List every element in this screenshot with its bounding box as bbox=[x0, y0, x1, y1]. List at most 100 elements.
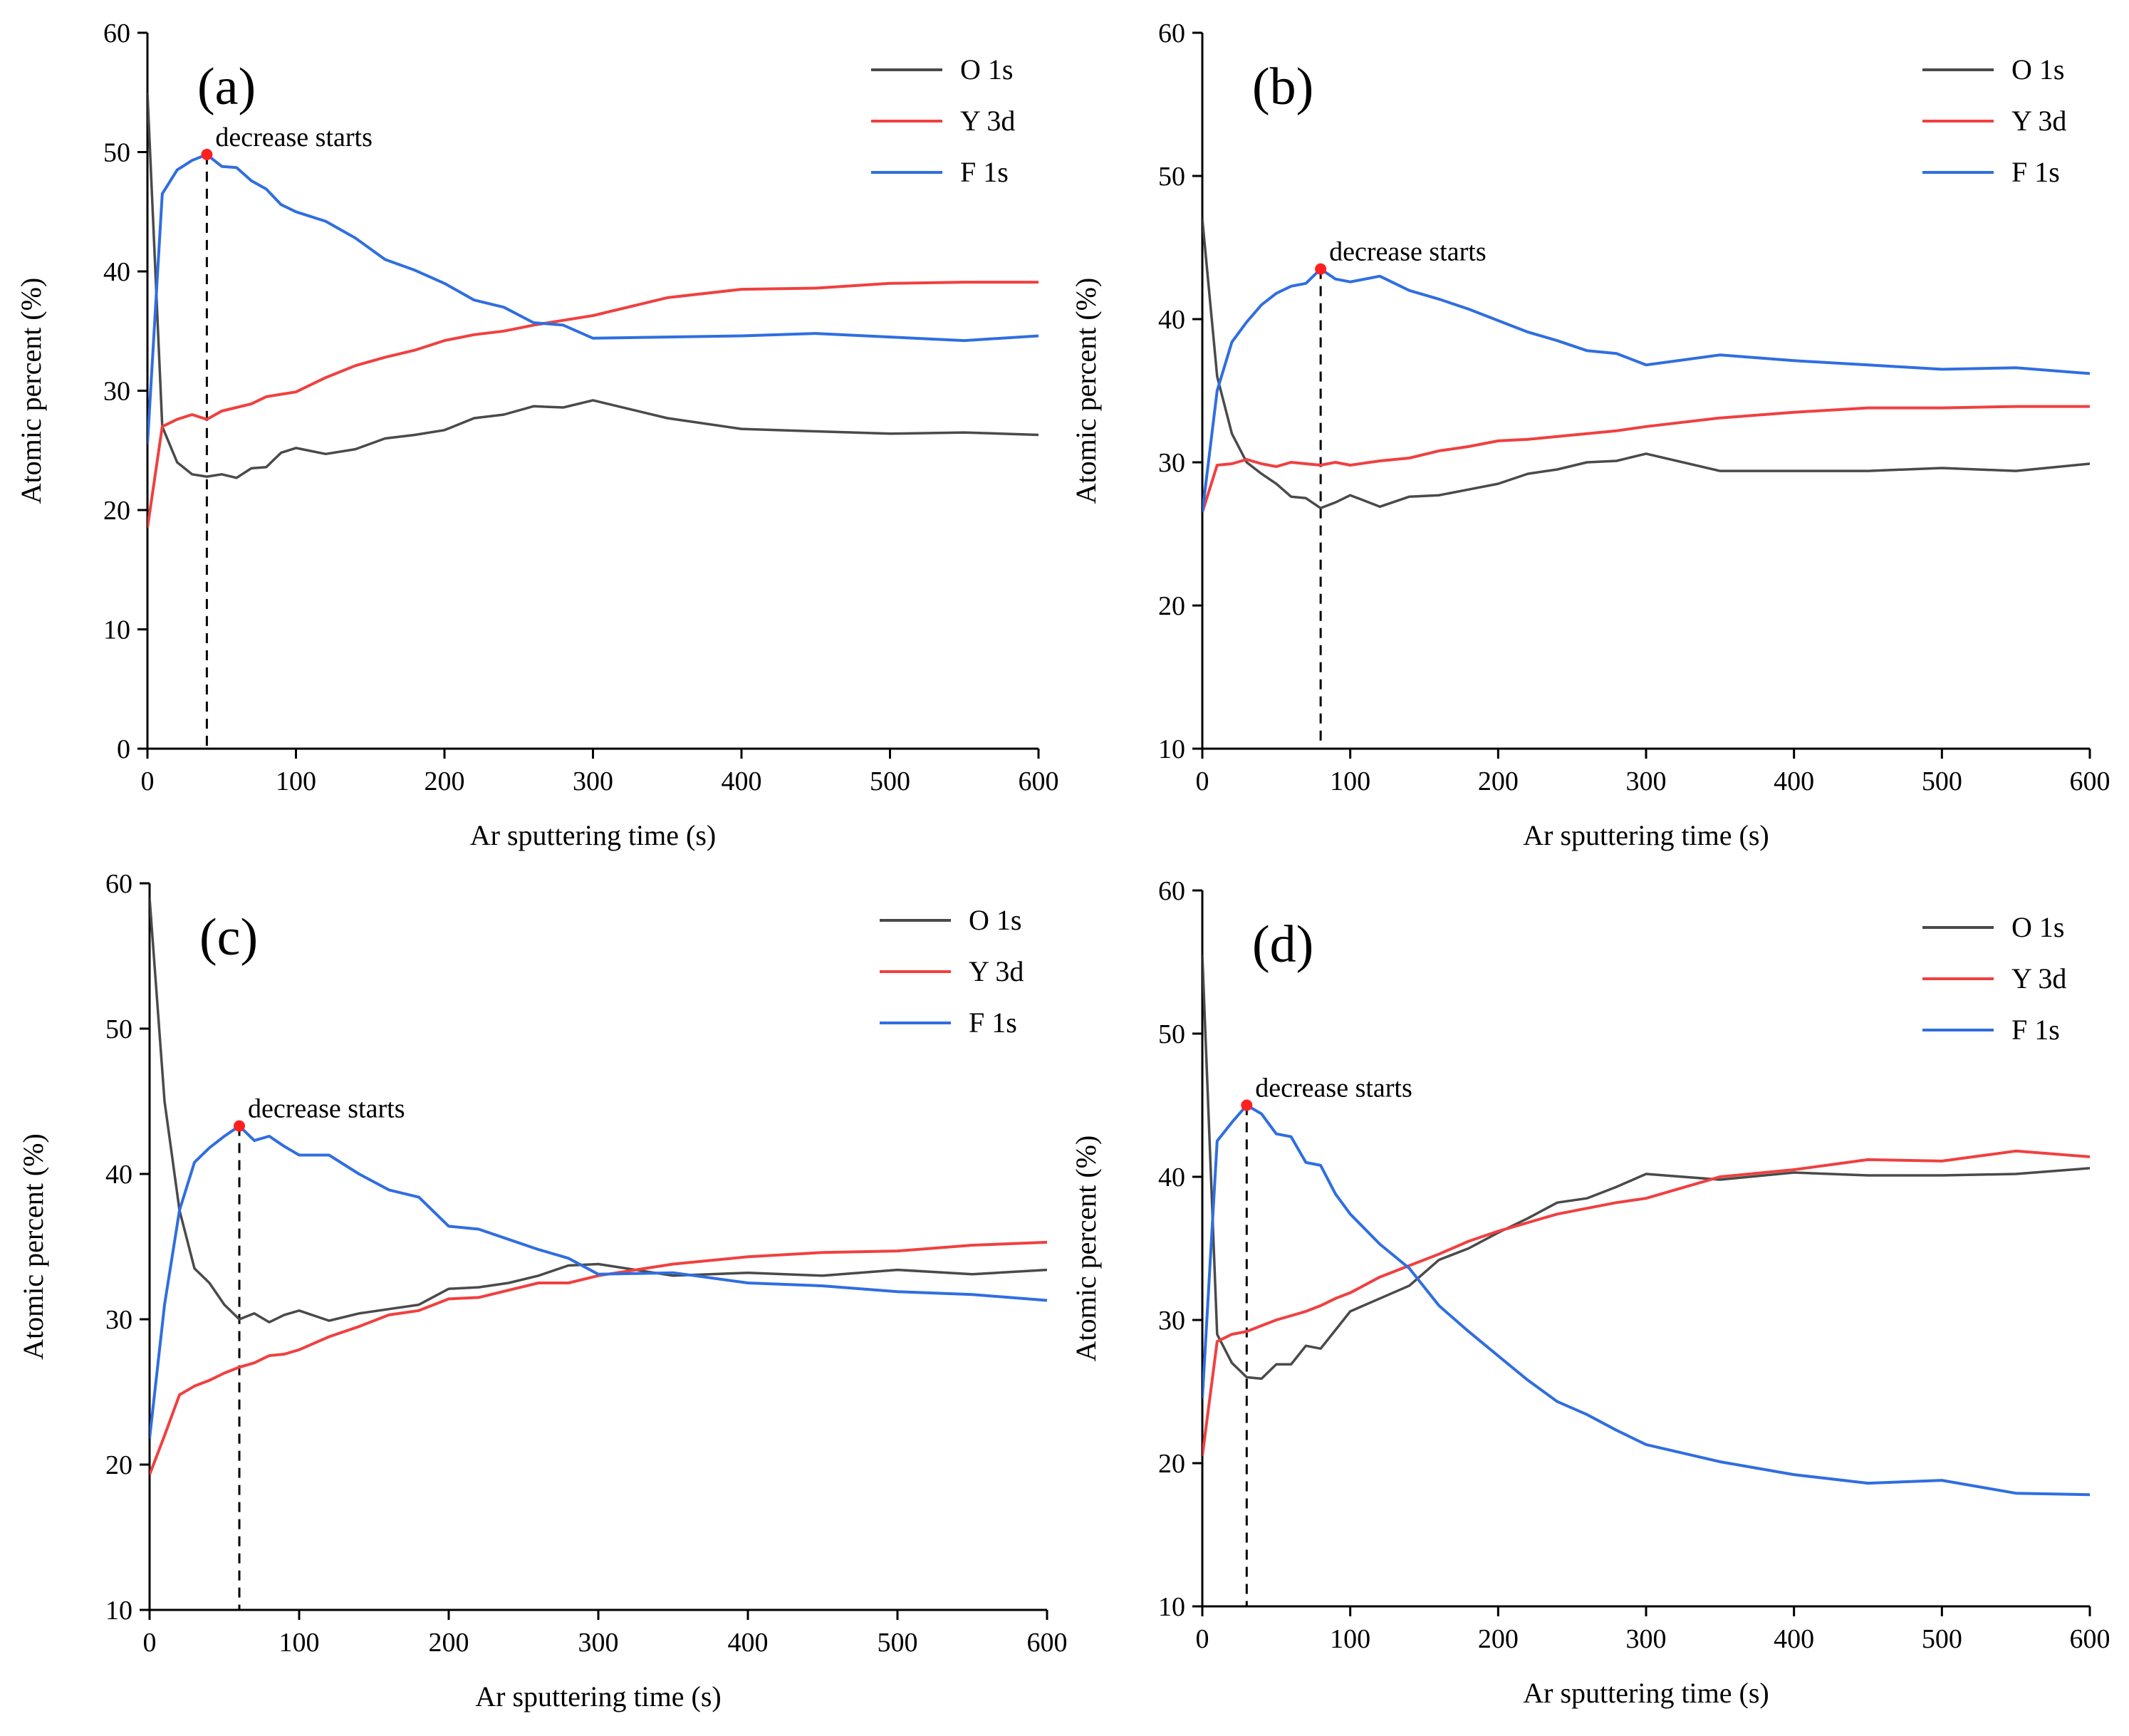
panel-label: (c) bbox=[199, 908, 258, 967]
x-tick-label: 200 bbox=[425, 766, 465, 796]
annotation-marker bbox=[201, 148, 213, 160]
x-axis-title: Ar sputtering time (s) bbox=[1523, 1677, 1769, 1709]
series-line-o-1s bbox=[1202, 955, 2090, 1381]
y-tick-label: 40 bbox=[103, 257, 130, 287]
series-line-y-3d bbox=[147, 281, 1039, 529]
y-axis-title: Atomic percent (%) bbox=[17, 1133, 49, 1360]
panel-a: 0 100 200 300 400 500 600 0 10 20 30 40 50 60 Ar sputt… bbox=[15, 19, 1059, 851]
panel-label: (a) bbox=[197, 58, 256, 116]
x-tick-label: 100 bbox=[276, 766, 316, 796]
y-tick-label: 40 bbox=[105, 1160, 132, 1190]
series-line-y-3d bbox=[150, 1240, 1047, 1476]
x-tick-label: 600 bbox=[1027, 1628, 1068, 1658]
x-tick-label: 300 bbox=[1626, 1624, 1667, 1654]
legend-label: Y 3d bbox=[969, 955, 1024, 987]
y-tick-label: 60 bbox=[1158, 19, 1185, 48]
y-tick-label: 50 bbox=[103, 138, 130, 168]
annotation-text: decrease starts bbox=[215, 123, 373, 152]
y-axis-title: Atomic percent (%) bbox=[15, 278, 47, 504]
panel-d: 0 100 200 300 400 500 600 10 20 30 40 50 60 Ar sputte… bbox=[1070, 876, 2110, 1709]
x-tick-label: 0 bbox=[143, 1628, 157, 1658]
y-tick-label: 10 bbox=[1158, 1592, 1185, 1622]
y-tick-label: 20 bbox=[103, 496, 130, 526]
legend-label: Y 3d bbox=[2011, 105, 2066, 137]
y-tick-label: 20 bbox=[1158, 1449, 1185, 1479]
annotation-marker bbox=[1315, 263, 1327, 275]
series-line-f-1s bbox=[1202, 1103, 2090, 1497]
y-tick-label: 50 bbox=[1158, 162, 1185, 192]
y-tick-label: 10 bbox=[1158, 734, 1185, 764]
y-tick-label: 30 bbox=[103, 377, 130, 407]
series-line-o-1s bbox=[147, 92, 1039, 479]
x-tick-label: 0 bbox=[1196, 766, 1209, 796]
y-tick-label: 20 bbox=[105, 1450, 132, 1480]
x-tick-label: 200 bbox=[1478, 766, 1519, 796]
y-tick-label: 30 bbox=[105, 1305, 132, 1335]
series-line-f-1s bbox=[150, 1124, 1047, 1439]
y-tick-label: 10 bbox=[103, 615, 130, 645]
x-axis-title: Ar sputtering time (s) bbox=[470, 819, 717, 851]
x-tick-label: 200 bbox=[1478, 1624, 1519, 1654]
x-tick-label: 400 bbox=[1774, 766, 1814, 796]
series-line-o-1s bbox=[150, 898, 1047, 1324]
legend-label: F 1s bbox=[2011, 1014, 2060, 1046]
annotation-marker bbox=[1241, 1099, 1253, 1111]
y-tick-label: 20 bbox=[1158, 591, 1185, 621]
legend-label: Y 3d bbox=[2011, 962, 2066, 994]
y-tick-label: 30 bbox=[1158, 1306, 1185, 1336]
x-tick-label: 500 bbox=[878, 1628, 918, 1658]
series-line-y-3d bbox=[1202, 405, 2090, 513]
y-axis-title: Atomic percent (%) bbox=[1070, 1135, 1102, 1362]
y-axis-title: Atomic percent (%) bbox=[1070, 278, 1102, 504]
legend-label: O 1s bbox=[960, 53, 1013, 85]
y-tick-label: 10 bbox=[105, 1596, 132, 1626]
x-tick-label: 100 bbox=[1330, 766, 1370, 796]
x-tick-label: 0 bbox=[1196, 1624, 1209, 1654]
annotation-text: decrease starts bbox=[1255, 1074, 1412, 1103]
x-tick-label: 500 bbox=[1922, 1624, 1962, 1654]
x-tick-label: 300 bbox=[573, 766, 613, 796]
series-line-f-1s bbox=[147, 152, 1039, 445]
x-tick-label: 400 bbox=[1774, 1624, 1814, 1654]
annotation-marker bbox=[234, 1120, 245, 1132]
legend-label: O 1s bbox=[969, 904, 1021, 936]
x-tick-label: 0 bbox=[141, 766, 155, 796]
panel-label: (b) bbox=[1252, 58, 1313, 116]
x-tick-label: 500 bbox=[870, 766, 910, 796]
y-tick-label: 60 bbox=[103, 19, 130, 48]
x-tick-label: 600 bbox=[1019, 766, 1059, 796]
series-line-y-3d bbox=[1202, 1149, 2090, 1457]
legend-label: O 1s bbox=[2011, 911, 2064, 943]
y-tick-label: 40 bbox=[1158, 1163, 1185, 1192]
panel-b: 0 100 200 300 400 500 600 10 20 30 40 50 60 Ar sputte… bbox=[1070, 19, 2110, 851]
legend-label: F 1s bbox=[960, 156, 1009, 188]
y-tick-label: 50 bbox=[1158, 1019, 1185, 1049]
panel-label: (d) bbox=[1252, 915, 1313, 974]
legend-label: Y 3d bbox=[960, 105, 1015, 137]
x-tick-label: 600 bbox=[2070, 1624, 2110, 1654]
legend-label: O 1s bbox=[2011, 53, 2064, 85]
y-tick-label: 60 bbox=[1158, 876, 1185, 906]
x-tick-label: 400 bbox=[722, 766, 762, 796]
legend-label: F 1s bbox=[2011, 156, 2060, 188]
annotation-text: decrease starts bbox=[1329, 237, 1487, 267]
x-tick-label: 600 bbox=[2070, 766, 2110, 796]
x-tick-label: 100 bbox=[1330, 1624, 1370, 1654]
legend-label: F 1s bbox=[969, 1007, 1017, 1039]
x-tick-label: 300 bbox=[1626, 766, 1667, 796]
annotation-text: decrease starts bbox=[248, 1094, 405, 1124]
y-tick-label: 0 bbox=[117, 734, 130, 764]
y-tick-label: 50 bbox=[105, 1014, 132, 1044]
y-tick-label: 40 bbox=[1158, 305, 1185, 335]
series-line-f-1s bbox=[1202, 267, 2090, 513]
x-tick-label: 100 bbox=[279, 1628, 320, 1658]
panel-c: 0 100 200 300 400 500 600 10 20 30 40 50 60 Ar sputte… bbox=[17, 869, 1068, 1712]
x-axis-title: Ar sputtering time (s) bbox=[1523, 819, 1769, 851]
series-line-o-1s bbox=[1202, 219, 2090, 510]
x-tick-label: 500 bbox=[1922, 766, 1962, 796]
x-tick-label: 300 bbox=[578, 1628, 619, 1658]
x-tick-label: 400 bbox=[728, 1628, 769, 1658]
x-axis-title: Ar sputtering time (s) bbox=[475, 1680, 722, 1712]
y-tick-label: 30 bbox=[1158, 448, 1185, 478]
